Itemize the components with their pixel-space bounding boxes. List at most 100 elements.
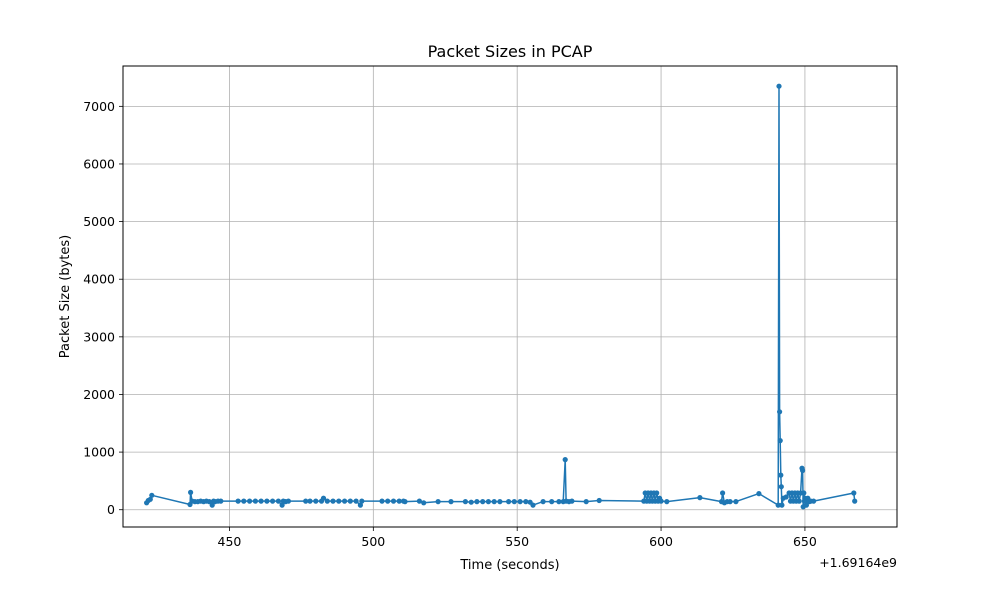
data-point xyxy=(776,83,782,89)
y-axis-label: Packet Size (bytes) xyxy=(58,235,73,358)
data-point xyxy=(270,498,276,504)
data-point xyxy=(435,499,441,505)
data-point xyxy=(247,498,253,504)
x-tick-label: 650 xyxy=(793,534,817,549)
data-point xyxy=(733,499,739,505)
data-point xyxy=(279,502,285,508)
data-point xyxy=(353,498,359,504)
data-point xyxy=(324,498,330,504)
chart-title: Packet Sizes in PCAP xyxy=(428,42,593,61)
data-point xyxy=(258,498,264,504)
x-tick-label: 600 xyxy=(649,534,673,549)
data-point xyxy=(480,499,486,505)
data-point xyxy=(779,502,785,508)
data-point xyxy=(285,498,291,504)
data-point xyxy=(402,499,408,505)
data-point xyxy=(506,499,512,505)
data-point xyxy=(448,499,454,505)
data-point xyxy=(462,499,468,505)
y-tick-label: 1000 xyxy=(83,445,115,460)
grid-lines xyxy=(123,66,897,527)
data-point xyxy=(796,498,802,504)
data-point xyxy=(556,499,562,505)
data-point xyxy=(147,496,153,502)
axis-ticks: 450 500 550 600 650 0 1000 2000 3000 4000 5000 6000… xyxy=(83,99,817,549)
data-point xyxy=(252,498,258,504)
data-point xyxy=(664,499,670,505)
x-axis-offset-label: +1.69164e9 xyxy=(819,555,897,570)
x-axis-label: Time (seconds) xyxy=(459,558,559,573)
data-point xyxy=(206,499,212,505)
data-point xyxy=(569,498,575,504)
y-tick-label: 6000 xyxy=(83,156,115,171)
y-tick-label: 5000 xyxy=(83,214,115,229)
data-point xyxy=(801,490,807,496)
data-point xyxy=(777,438,783,444)
data-point xyxy=(549,499,555,505)
data-point xyxy=(385,498,391,504)
data-point xyxy=(851,490,857,496)
data-point xyxy=(778,484,784,490)
data-point xyxy=(540,499,546,505)
data-point xyxy=(330,498,336,504)
data-point xyxy=(342,498,348,504)
data-point xyxy=(336,498,342,504)
data-point xyxy=(209,502,215,508)
data-point xyxy=(313,498,319,504)
y-tick-label: 0 xyxy=(107,502,115,517)
data-point xyxy=(468,499,474,505)
y-tick-label: 7000 xyxy=(83,99,115,114)
data-point xyxy=(803,502,810,508)
data-point xyxy=(390,498,397,504)
data-point xyxy=(275,498,281,504)
data-point xyxy=(720,490,726,496)
data-point xyxy=(241,498,247,504)
data-point xyxy=(359,498,365,504)
data-point xyxy=(523,499,529,505)
x-tick-label: 450 xyxy=(218,534,242,549)
data-point xyxy=(396,498,402,504)
data-point xyxy=(596,497,602,504)
data-point xyxy=(800,467,806,474)
data-point xyxy=(149,492,155,498)
data-point xyxy=(783,494,789,500)
data-point xyxy=(235,498,241,504)
data-point xyxy=(777,409,783,415)
data-point xyxy=(303,498,309,504)
data-point xyxy=(497,499,503,505)
data-point xyxy=(218,498,224,504)
data-point xyxy=(511,499,517,505)
data-point xyxy=(357,502,363,508)
data-point xyxy=(756,491,762,497)
data-point xyxy=(727,499,733,505)
data-point xyxy=(491,499,497,505)
y-tick-label: 4000 xyxy=(83,272,115,287)
y-tick-label: 3000 xyxy=(83,329,115,344)
data-point xyxy=(775,502,781,508)
data-point xyxy=(320,495,327,501)
y-tick-label: 2000 xyxy=(83,387,115,402)
data-point xyxy=(264,498,270,504)
data-point xyxy=(811,498,817,504)
data-point xyxy=(583,499,589,505)
x-tick-label: 550 xyxy=(505,534,529,549)
data-point xyxy=(474,499,480,505)
data-point xyxy=(421,500,427,506)
data-point xyxy=(778,472,784,478)
plot-frame xyxy=(122,65,898,528)
data-point xyxy=(654,490,660,496)
data-point xyxy=(852,498,858,504)
data-point xyxy=(658,498,664,504)
data-point xyxy=(416,498,422,504)
data-point xyxy=(562,457,568,463)
data-point xyxy=(347,498,353,504)
data-point xyxy=(530,502,536,508)
data-point xyxy=(307,498,313,504)
data-point xyxy=(697,495,703,501)
data-point xyxy=(188,489,194,495)
data-point xyxy=(517,499,523,505)
data-point xyxy=(485,499,491,505)
